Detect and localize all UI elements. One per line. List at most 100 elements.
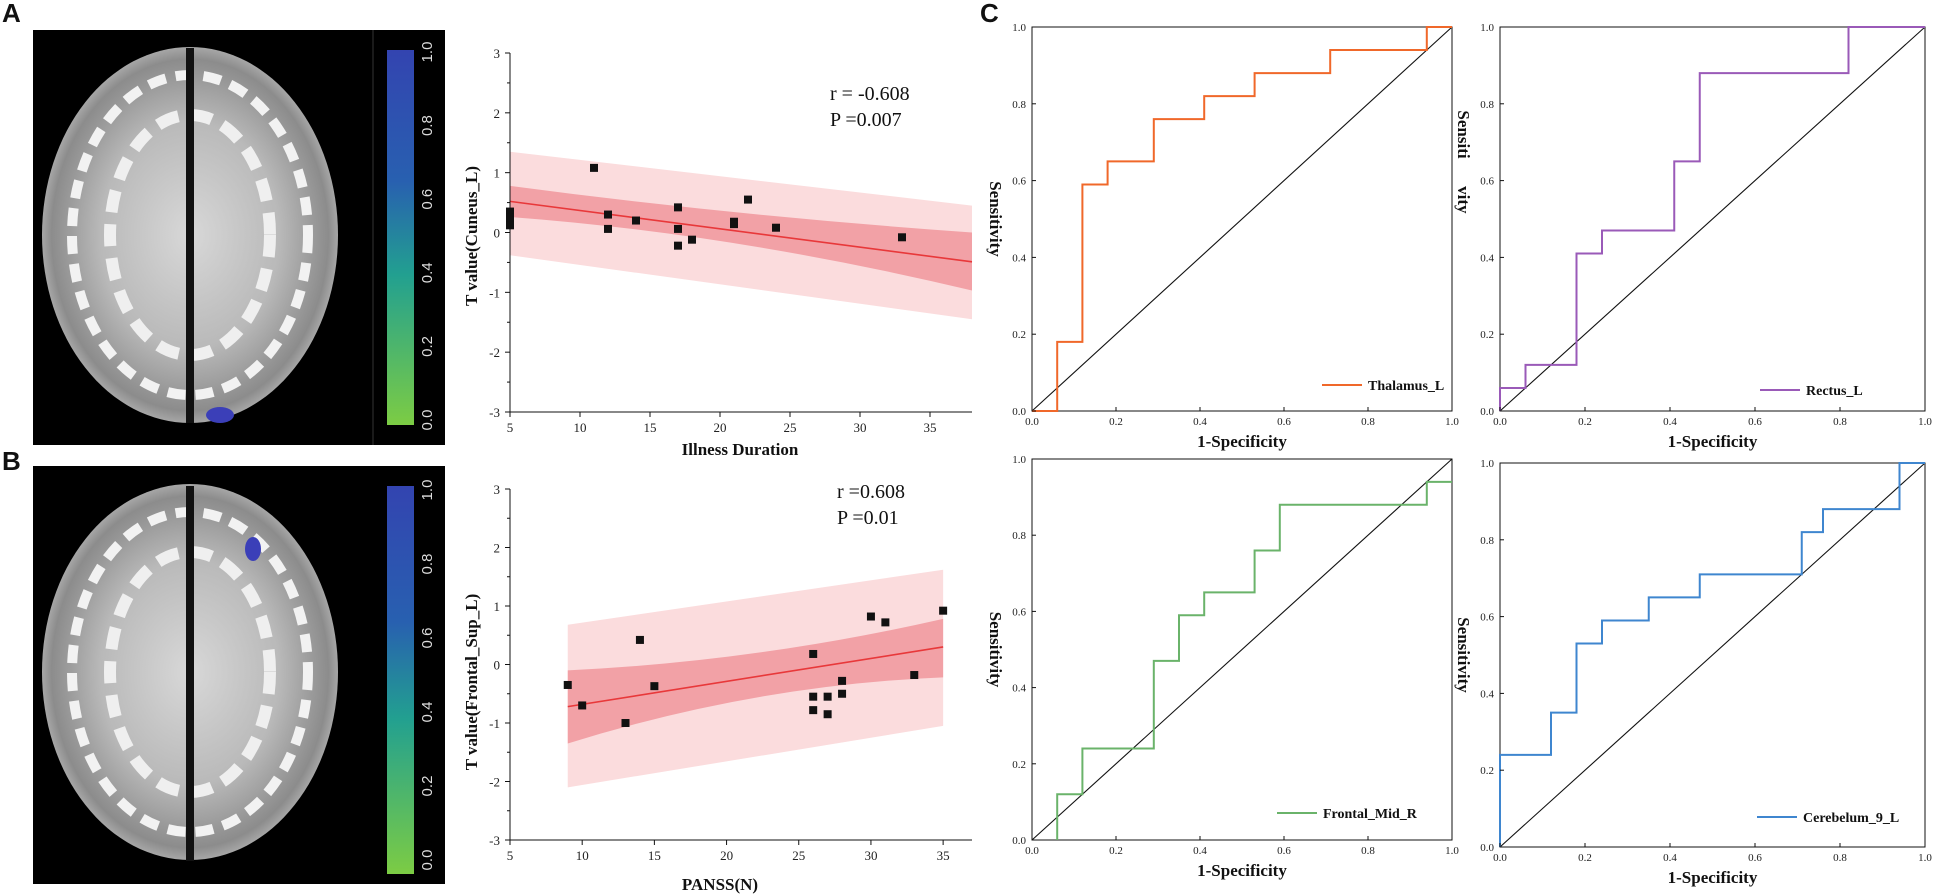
x-tick-label: 0.2 bbox=[1109, 845, 1123, 857]
colorbar-tick-label: 0.8 bbox=[419, 554, 436, 575]
x-axis-label: PANSS(N) bbox=[682, 875, 758, 894]
y-tick-label: 1.0 bbox=[1012, 22, 1026, 34]
x-axis-label: 1-Specificity bbox=[1197, 432, 1287, 451]
x-tick-label: 0.4 bbox=[1193, 845, 1207, 857]
roc-curve bbox=[1499, 26, 1925, 411]
data-point bbox=[632, 216, 640, 225]
y-axis-label: Sensitivity bbox=[986, 181, 1005, 257]
y-tick-label: 0.6 bbox=[1480, 176, 1494, 188]
data-point bbox=[604, 224, 612, 233]
legend-label: Thalamus_L bbox=[1368, 379, 1444, 394]
x-tick-label: 15 bbox=[648, 848, 661, 863]
y-axis-label: T value(Frontal_Sup_L) bbox=[462, 594, 481, 771]
y-tick-label: 0.2 bbox=[1012, 329, 1026, 341]
roc-curve bbox=[1032, 26, 1452, 412]
data-point bbox=[744, 195, 752, 204]
roc-curve bbox=[1056, 480, 1452, 840]
x-tick-label: 1.0 bbox=[1918, 852, 1932, 864]
data-point bbox=[674, 203, 682, 212]
colorbar-tick-label: 0.0 bbox=[419, 850, 436, 871]
regression-line bbox=[567, 646, 944, 708]
y-tick-label: -2 bbox=[489, 775, 500, 790]
colorbar-ticks-a: 0.0 0.2 0.4 0.6 0.8 1.0 bbox=[419, 42, 436, 431]
x-tick-label: 0.0 bbox=[1025, 416, 1039, 428]
colorbar-tick-label: 0.4 bbox=[419, 702, 436, 723]
colorbar-a bbox=[387, 50, 414, 425]
x-tick-label: 35 bbox=[937, 848, 950, 863]
data-point bbox=[866, 612, 875, 621]
roc-plot-rectus: 0.0 0.2 0.4 0.6 0.8 1.0 0.0 0.2 0.4 0.6 0.8 1.0 1-Sp… bbox=[1454, 22, 1932, 451]
x-axis-label: 1-Specificity bbox=[1668, 432, 1758, 451]
x-tick-label: 0.6 bbox=[1748, 416, 1762, 428]
x-tick-label: 1.0 bbox=[1918, 416, 1932, 428]
colorbar-tick-label: 0.2 bbox=[419, 776, 436, 797]
y-tick-label: 1 bbox=[494, 599, 501, 614]
y-tick-label: 0.8 bbox=[1480, 99, 1494, 111]
x-tick-label: 0.0 bbox=[1493, 416, 1507, 428]
stat-p: P =0.007 bbox=[830, 109, 902, 131]
y-tick-label: 1 bbox=[494, 166, 501, 181]
y-tick-label: 0.6 bbox=[1480, 612, 1494, 624]
y-tick-label: -2 bbox=[489, 345, 500, 360]
x-axis-label: 1-Specificity bbox=[1197, 861, 1287, 880]
data-point bbox=[838, 676, 847, 685]
x-tick-label: 10 bbox=[574, 420, 587, 435]
colorbar-tick-label: 0.6 bbox=[419, 628, 436, 649]
data-point bbox=[621, 719, 630, 727]
x-tick-label: 0.4 bbox=[1193, 416, 1207, 428]
colorbar-ticks-b: 0.0 0.2 0.4 0.6 0.8 1.0 bbox=[419, 480, 436, 871]
reference-diagonal bbox=[1031, 458, 1453, 841]
y-tick-label: 3 bbox=[494, 482, 501, 497]
colorbar-tick-label: 0.8 bbox=[419, 115, 436, 136]
x-tick-label: 0.0 bbox=[1493, 852, 1507, 864]
brain-slice-b: 0.0 0.2 0.4 0.6 0.8 1.0 bbox=[33, 466, 445, 884]
data-point bbox=[809, 706, 818, 715]
y-tick-label: 0.2 bbox=[1480, 329, 1494, 341]
x-tick-label: 1.0 bbox=[1445, 845, 1459, 857]
x-tick-label: 0.0 bbox=[1025, 845, 1039, 857]
y-tick-label: 0.4 bbox=[1480, 252, 1494, 264]
data-point bbox=[939, 606, 948, 615]
data-point bbox=[823, 710, 832, 719]
y-tick-label: -1 bbox=[489, 716, 500, 731]
y-tick-label: 0 bbox=[494, 226, 501, 241]
y-axis-label: vity bbox=[1454, 186, 1473, 214]
colorbar-tick-label: 0.0 bbox=[419, 410, 436, 431]
reference-diagonal bbox=[1031, 26, 1453, 412]
roc-curve bbox=[1499, 462, 1925, 847]
data-point bbox=[910, 671, 919, 680]
y-tick-label: 2 bbox=[494, 541, 501, 556]
roc-plot-thalamus: 0.0 0.2 0.4 0.6 0.8 1.0 0.0 0.2 0.4 0.6 0.8 1.0 1-Sp… bbox=[986, 22, 1459, 451]
roc-plot-frontal-mid: 0.0 0.2 0.4 0.6 0.8 1.0 0.0 0.2 0.4 0.6 0.8 1.0 1-Sp… bbox=[986, 454, 1459, 880]
x-tick-label: 1.0 bbox=[1445, 416, 1459, 428]
x-tick-label: 5 bbox=[507, 848, 514, 863]
panel-label-c: C bbox=[980, 0, 999, 28]
x-tick-label: 20 bbox=[720, 848, 733, 863]
y-tick-label: 0.0 bbox=[1012, 406, 1026, 418]
x-axis-label: 1-Specificity bbox=[1668, 868, 1758, 887]
x-tick-label: 5 bbox=[507, 420, 514, 435]
legend-label: Rectus_L bbox=[1806, 384, 1863, 399]
y-tick-label: 1.0 bbox=[1480, 22, 1494, 34]
data-point bbox=[650, 682, 659, 691]
data-point bbox=[590, 163, 598, 172]
x-tick-label: 30 bbox=[854, 420, 867, 435]
legend-label: Frontal_Mid_R bbox=[1323, 807, 1418, 822]
y-tick-label: 0.0 bbox=[1480, 406, 1494, 418]
stat-r: r = -0.608 bbox=[830, 83, 910, 105]
y-tick-label: 1.0 bbox=[1480, 458, 1494, 470]
stat-p: P =0.01 bbox=[837, 507, 899, 529]
panel-label-a: A bbox=[2, 0, 21, 28]
y-tick-label: -3 bbox=[489, 833, 500, 848]
y-tick-label: 0.2 bbox=[1480, 765, 1494, 777]
activation-cluster bbox=[206, 407, 234, 423]
y-tick-label: 0.6 bbox=[1012, 606, 1026, 618]
reference-diagonal bbox=[1499, 462, 1926, 848]
y-tick-label: 0.4 bbox=[1480, 688, 1494, 700]
x-tick-label: 20 bbox=[714, 420, 727, 435]
colorbar-b bbox=[387, 486, 414, 874]
x-tick-label: 0.4 bbox=[1663, 416, 1677, 428]
y-tick-label: 0.0 bbox=[1480, 842, 1494, 854]
